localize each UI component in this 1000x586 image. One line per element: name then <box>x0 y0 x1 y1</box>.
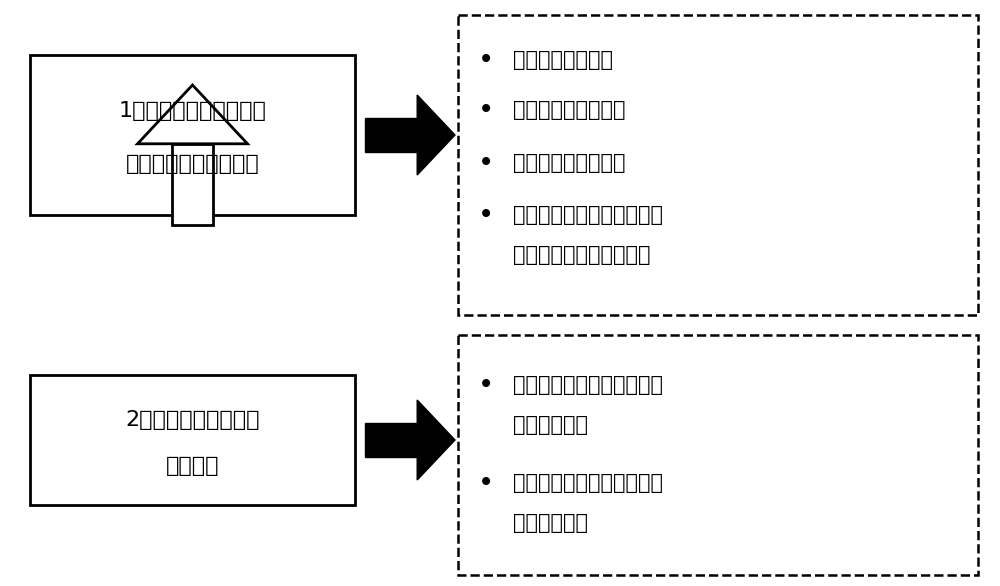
Polygon shape <box>172 144 213 225</box>
Bar <box>30 375 355 505</box>
Text: 转速反馈火电机组低阶频率: 转速反馈火电机组低阶频率 <box>513 375 663 395</box>
Text: 阀门开度增量、主蒸汽压力: 阀门开度增量、主蒸汽压力 <box>513 205 663 225</box>
Bar <box>458 335 978 575</box>
Bar <box>458 15 978 315</box>
Text: •: • <box>478 149 494 177</box>
Bar <box>30 55 355 215</box>
Text: 1）基于各模块数学模型: 1）基于各模块数学模型 <box>119 101 266 121</box>
Text: 时域解析: 时域解析 <box>166 456 219 476</box>
Polygon shape <box>417 400 455 480</box>
Polygon shape <box>417 95 455 175</box>
Polygon shape <box>365 118 417 152</box>
Text: 2）动态频率响应模型: 2）动态频率响应模型 <box>125 411 260 431</box>
Text: 搭建动态频率响应模型: 搭建动态频率响应模型 <box>126 154 259 174</box>
Text: 发电机数学模型简化: 发电机数学模型简化 <box>513 153 626 173</box>
Text: •: • <box>478 96 494 124</box>
Text: 响应模型解析: 响应模型解析 <box>513 415 588 435</box>
Text: •: • <box>478 469 494 497</box>
Text: •: • <box>478 46 494 74</box>
Text: •: • <box>478 371 494 399</box>
Polygon shape <box>365 423 417 457</box>
Text: 汽轮机数学模型简化: 汽轮机数学模型简化 <box>513 100 626 120</box>
Text: 功频反馈火电机组低阶频率: 功频反馈火电机组低阶频率 <box>513 473 663 493</box>
Text: 增量及频率响应流量计算: 增量及频率响应流量计算 <box>513 245 650 265</box>
Polygon shape <box>138 85 248 144</box>
Text: 响应模型解析: 响应模型解析 <box>513 513 588 533</box>
Text: •: • <box>478 201 494 229</box>
Text: 锅炉数学模型简化: 锅炉数学模型简化 <box>513 50 613 70</box>
